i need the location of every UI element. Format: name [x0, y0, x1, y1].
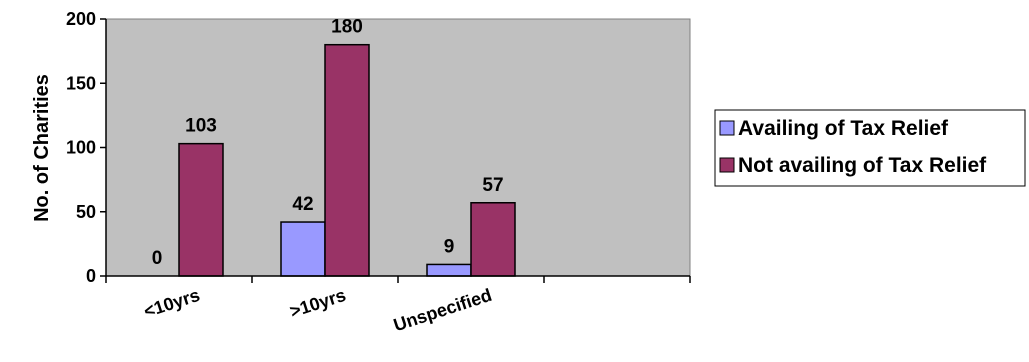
x-tick-label-unspecified: Unspecified — [391, 285, 494, 336]
data-labels-group: 0 103 42 180 9 57 — [152, 17, 504, 269]
data-label-not-availing-of-tax-relief-10yrs: 103 — [185, 116, 217, 137]
bar-availing-of-tax-relief-10yrs — [280, 221, 326, 277]
data-label-availing-of-tax-relief-unspecified: 9 — [444, 236, 455, 257]
bar-availing-of-tax-relief-unspecified — [426, 263, 472, 277]
data-label-availing-of-tax-relief-10yrs: 42 — [292, 194, 313, 215]
data-label-not-availing-of-tax-relief-unspecified: 57 — [482, 175, 503, 196]
axes-group — [100, 18, 691, 283]
bar-not-availing-of-tax-relief-10yrs — [178, 142, 224, 277]
bar-not-availing-of-tax-relief-unspecified — [470, 202, 516, 277]
y-tick-label-100: 100 — [66, 138, 96, 158]
data-label-not-availing-of-tax-relief-10yrs: 180 — [331, 17, 363, 38]
y-tick-labels: 0 50 100 150 200 — [66, 9, 96, 286]
legend-swatch-availing — [719, 120, 735, 136]
y-axis-title: No. of Charities — [31, 74, 53, 222]
y-tick-label-200: 200 — [66, 9, 96, 29]
legend-swatch-not-availing — [719, 157, 735, 173]
y-tick-label-150: 150 — [66, 73, 96, 93]
legend: Availing of Tax Relief Not availing of T… — [714, 109, 1026, 187]
legend-label-availing: Availing of Tax Relief — [738, 117, 949, 140]
x-tick-labels: <10yrs >10yrs Unspecified — [141, 285, 494, 336]
bar-not-availing-of-tax-relief-10yrs — [324, 43, 370, 277]
data-label-availing-of-tax-relief-10yrs: 0 — [152, 248, 163, 269]
x-tick-label-10yrs: >10yrs — [287, 285, 348, 322]
x-tick-label-10yrs: <10yrs — [141, 285, 202, 322]
legend-label-not-availing: Not availing of Tax Relief — [738, 154, 987, 177]
legend-box — [714, 109, 1026, 187]
y-tick-label-50: 50 — [76, 202, 96, 222]
y-tick-label-0: 0 — [86, 266, 96, 286]
bars-group — [178, 43, 516, 277]
